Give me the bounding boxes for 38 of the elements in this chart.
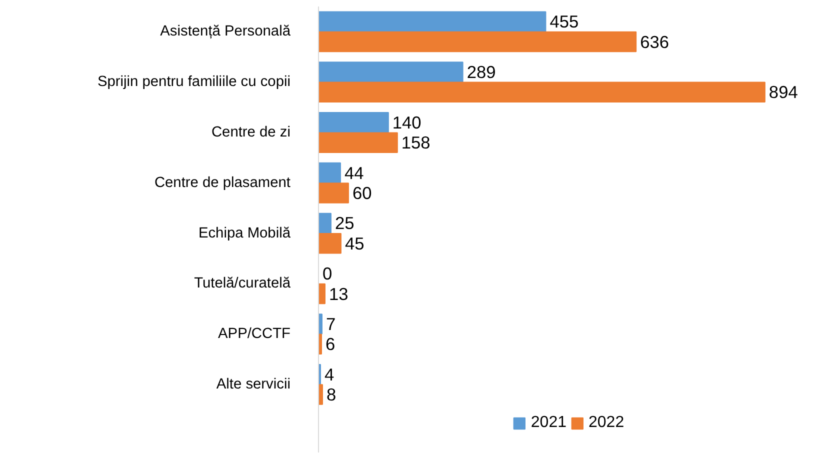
bar	[318, 162, 341, 184]
data-label: 8	[326, 384, 336, 405]
data-label: 4	[324, 364, 334, 384]
data-label: 636	[640, 32, 670, 52]
data-label: 13	[328, 284, 348, 304]
y-tick-label: Sprijin pentru familiile cu copii	[97, 74, 291, 90]
bar	[318, 283, 326, 304]
data-label: 6	[325, 334, 336, 354]
y-tick-label: Asistență Personală	[160, 24, 292, 40]
bar	[318, 384, 323, 405]
data-label: 289	[466, 62, 496, 82]
bar	[318, 11, 546, 32]
bar	[318, 31, 637, 52]
data-label: 0	[322, 264, 332, 284]
bar	[318, 232, 342, 254]
y-tick-label: APP/CCTF	[218, 326, 291, 342]
data-label: 44	[344, 162, 364, 183]
data-label: 455	[550, 12, 579, 32]
y-tick-label: Alte servicii	[216, 376, 291, 392]
bar	[318, 182, 349, 204]
y-tick-label: Centre de zi	[211, 124, 291, 140]
data-label: 45	[344, 233, 364, 254]
data-label: 158	[401, 132, 430, 153]
bar	[318, 82, 766, 103]
bar	[318, 212, 332, 234]
bar	[318, 132, 398, 153]
data-label: 140	[392, 112, 422, 132]
y-tick-label: Tutelă/curatelă	[194, 276, 292, 292]
data-label: 7	[326, 314, 336, 334]
data-label: 60	[352, 182, 372, 203]
data-label: 25	[334, 213, 354, 234]
bar	[318, 112, 389, 133]
y-tick-label: Echipa Mobilă	[198, 225, 292, 242]
data-label: 894	[768, 82, 798, 102]
legend-label: 2022	[588, 414, 624, 432]
legend-label: 2021	[530, 414, 566, 432]
bar	[318, 62, 464, 82]
y-tick-label: Centre de plasament	[154, 174, 291, 191]
